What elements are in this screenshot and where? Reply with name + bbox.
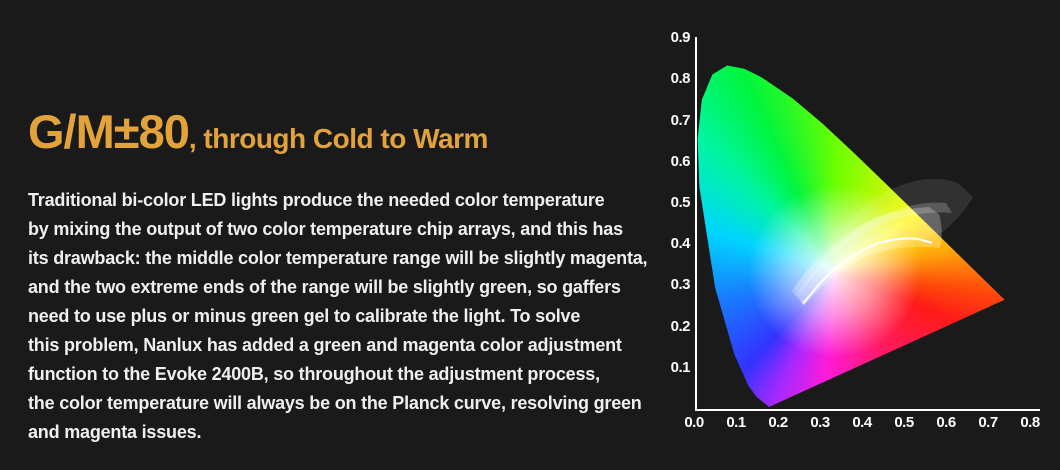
gm-band-inner	[796, 202, 952, 296]
y-tick-label: 0.2	[670, 317, 691, 335]
y-tick-label: 0.6	[670, 152, 691, 170]
x-tick-label: 0.2	[768, 414, 788, 431]
y-tick-label: 0.1	[670, 358, 691, 376]
x-tick-label: 0.7	[978, 414, 998, 431]
x-axis-line	[695, 409, 1040, 411]
gm-band-outer	[796, 178, 973, 307]
planck-curve-line	[802, 237, 933, 304]
x-tick-label: 0.5	[894, 414, 914, 431]
y-axis-line	[695, 37, 697, 411]
gm-band-main	[792, 207, 942, 306]
page-title: G/M±80, through Cold to Warm	[28, 108, 488, 155]
gm-band-overlay	[792, 178, 973, 307]
feature-paragraph: Traditional bi-color LED lights produce …	[28, 190, 648, 442]
y-tick-label: 0.7	[670, 111, 691, 129]
page-title-sub: , through Cold to Warm	[188, 123, 489, 154]
page-title-main: G/M±80	[28, 105, 190, 158]
x-tick-label: 0.1	[726, 414, 746, 431]
x-tick-label: 0.3	[810, 414, 830, 431]
chromaticity-chart: 0.1 0.2 0.3 0.4 0.5 0.6 0.7 0.8 0.9 0.0 0.1 0.2 0.3…	[650, 0, 1060, 470]
y-tick-label: 0.3	[670, 276, 691, 294]
x-tick-label: 0.8	[1020, 414, 1040, 431]
x-tick-label: 0.0	[684, 414, 704, 431]
y-tick-label: 0.4	[670, 235, 691, 253]
x-tick-label: 0.6	[936, 414, 956, 431]
y-tick-label: 0.5	[670, 194, 691, 211]
y-tick-label: 0.9	[670, 29, 691, 47]
x-tick-label: 0.4	[852, 414, 872, 431]
y-tick-label: 0.8	[670, 70, 691, 88]
